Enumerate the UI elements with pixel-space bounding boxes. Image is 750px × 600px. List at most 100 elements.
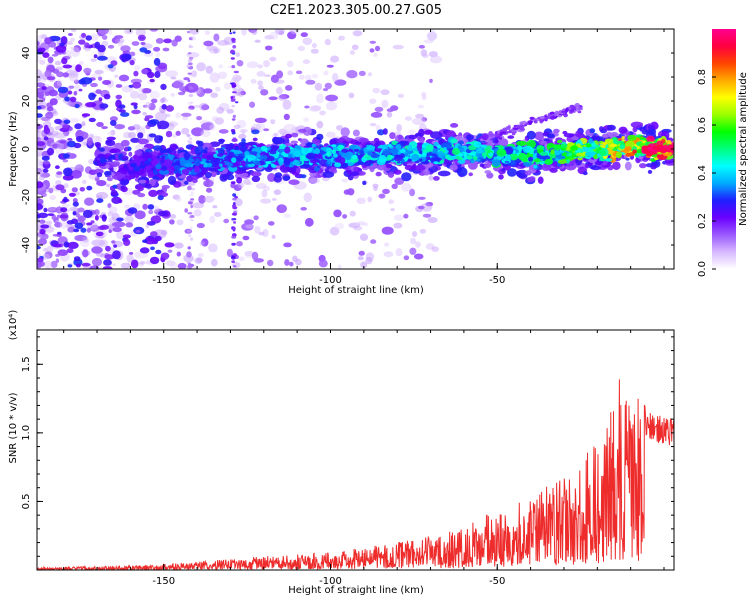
spectrogram-cell	[141, 68, 149, 75]
spectrogram-cell	[349, 50, 355, 55]
spectrogram-cell	[230, 57, 235, 60]
spectrogram-cell	[149, 256, 160, 265]
spectrogram-cell	[114, 74, 119, 78]
spectrogram-cell	[231, 242, 236, 246]
spectrogram-cell	[118, 109, 126, 113]
spectrogram-cell	[358, 70, 366, 77]
spectrogram-cell	[240, 172, 249, 178]
spectrogram-cell	[196, 87, 206, 98]
spectrogram-cell	[234, 146, 240, 152]
spectrogram-cell	[539, 140, 548, 145]
spectrogram-cell	[51, 53, 59, 57]
spectrogram-cell	[111, 196, 122, 204]
spectrogram-cell	[273, 132, 279, 137]
spectrogram-cell	[162, 47, 170, 52]
spectrogram-cell	[47, 56, 54, 64]
spectrogram-cell	[288, 179, 300, 185]
spectrogram-cell	[97, 55, 108, 61]
spectrogram-cell	[53, 243, 62, 248]
spectrogram-cell	[82, 236, 89, 243]
spectrogram-cell	[416, 143, 423, 152]
spectrogram-cell	[44, 69, 52, 78]
spectrogram-cell	[358, 221, 366, 226]
spectrogram-cell	[112, 227, 122, 233]
spectrogram-cell	[625, 152, 631, 157]
spectrogram-cell	[432, 148, 438, 152]
spectrogram-cell	[309, 177, 320, 184]
spectrogram-cell	[214, 117, 224, 125]
spectrogram-cell	[188, 211, 193, 216]
spectrogram-cell	[599, 126, 604, 132]
spectrogram-cell	[212, 205, 218, 209]
spectrogram-cell	[383, 251, 394, 258]
spectrogram-cell	[94, 142, 101, 147]
spectrogram-cell	[39, 233, 49, 240]
spectrogram-cell	[647, 128, 657, 135]
spectrogram-cell	[81, 121, 86, 126]
spectrogram-cell	[187, 79, 191, 83]
spectrogram-cell	[263, 60, 270, 68]
spectrogram-cell	[66, 220, 74, 225]
spectrogram-cell	[423, 39, 434, 44]
spectrogram-cell	[110, 148, 121, 154]
spectrogram-cell	[271, 234, 276, 239]
spectrogram-cell	[237, 88, 245, 95]
spectrogram-cell	[125, 222, 134, 228]
spectrogram-cell	[646, 135, 655, 143]
spectrogram-cell	[370, 111, 383, 118]
spectrogram-cell	[106, 177, 113, 182]
spectrogram-cell	[82, 209, 93, 219]
spectrogram-cell	[429, 78, 433, 83]
spectrogram-cell	[74, 222, 84, 229]
spectrogram-cell	[127, 126, 136, 131]
spectrogram-cell	[96, 172, 103, 178]
spectrogram-cell	[122, 234, 131, 239]
spectrogram-cell	[188, 30, 191, 35]
spectrogram-cell	[131, 41, 140, 46]
spectrogram-cell	[325, 94, 338, 102]
spectrogram-cell	[188, 108, 193, 111]
spectrogram-cell	[334, 79, 347, 86]
spectrogram-cell	[618, 138, 622, 141]
spectrogram-cell	[265, 160, 271, 165]
spectrogram-cell	[210, 92, 219, 98]
spectrogram-cell	[120, 186, 128, 193]
spectrogram-cell	[232, 114, 236, 119]
spectrogram-cell	[231, 204, 237, 208]
spectrogram-cell	[381, 99, 389, 109]
spectrogram-cell	[501, 167, 506, 172]
spectrogram-cell	[233, 93, 240, 97]
spectrogram-cell	[322, 171, 335, 178]
spectrogram-cell	[316, 120, 324, 129]
spectrogram-cell	[37, 181, 44, 189]
spectrogram-cell	[408, 129, 416, 135]
spectrogram-cell	[338, 35, 345, 41]
spectrogram-cell	[51, 130, 59, 136]
spectrogram-cell	[286, 60, 294, 68]
spectrogram-cell	[310, 48, 319, 54]
spectrogram-cell	[369, 40, 376, 44]
spectrogram-cell	[78, 39, 86, 45]
spectrogram-cell	[262, 229, 269, 237]
spectrogram-cell	[40, 224, 50, 229]
spectrogram-cell	[428, 51, 438, 58]
spectrogram-cell	[268, 96, 278, 101]
spectrogram-cell	[236, 119, 247, 129]
spectrogram-cell	[56, 71, 64, 78]
spectrogram-cell	[190, 219, 194, 222]
spectrogram-cell	[255, 183, 267, 189]
spectrogram-cell	[186, 31, 191, 33]
spectrogram-cell	[241, 129, 246, 136]
spectrogram-cell	[154, 71, 161, 78]
spectrogram-cell	[187, 185, 192, 191]
spectrogram-cell	[417, 205, 425, 210]
spectrogram-cell	[191, 175, 199, 180]
spectrogram-cell	[256, 71, 266, 77]
spectrogram-cell	[48, 35, 61, 42]
spectrogram-cell	[46, 147, 55, 156]
spectrogram-cell	[223, 82, 231, 90]
spectrogram-cell	[95, 89, 102, 94]
spectrogram-cell	[249, 101, 256, 108]
spectrogram-cell	[392, 44, 404, 50]
spectrogram-cell	[67, 138, 73, 141]
